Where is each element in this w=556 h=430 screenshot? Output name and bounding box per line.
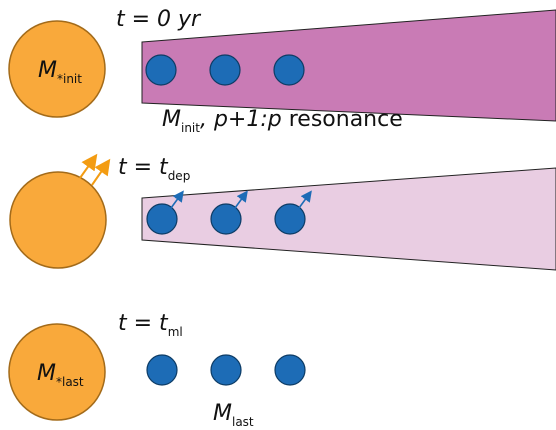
resonance-annotation: Minit, p+1:p resonance [162,107,403,135]
host-star [9,171,107,269]
migration-arrow [170,190,184,209]
planet [209,54,241,86]
planet [146,354,178,386]
host-star [8,323,106,421]
migration-arrow [298,190,312,209]
planet [273,54,305,86]
final-mass-annotation: Mlast [213,401,254,429]
star-label: M*last [37,361,84,389]
time-label: t = 0 yr [116,7,202,32]
panel-final: M*last t = tml Mlast [8,311,306,429]
planet [210,354,242,386]
migration-arrow [234,190,248,209]
planet [146,203,178,235]
disk-dense [141,9,556,122]
host-star [8,20,106,118]
planet [274,354,306,386]
disk-faint [141,167,556,271]
planet [145,54,177,86]
time-label: t = tml [118,311,183,339]
star-label: M*init [38,58,82,86]
panel-dispersal: t = tdep [9,153,556,271]
panel-initial: M*init t = 0 yr Minit, p+1:p resonance [8,7,556,135]
planet [210,203,242,235]
stellar-wind-arrow [91,158,111,186]
planet [274,203,306,235]
stellar-wind-arrow [79,153,98,179]
time-label: t = tdep [118,155,190,183]
